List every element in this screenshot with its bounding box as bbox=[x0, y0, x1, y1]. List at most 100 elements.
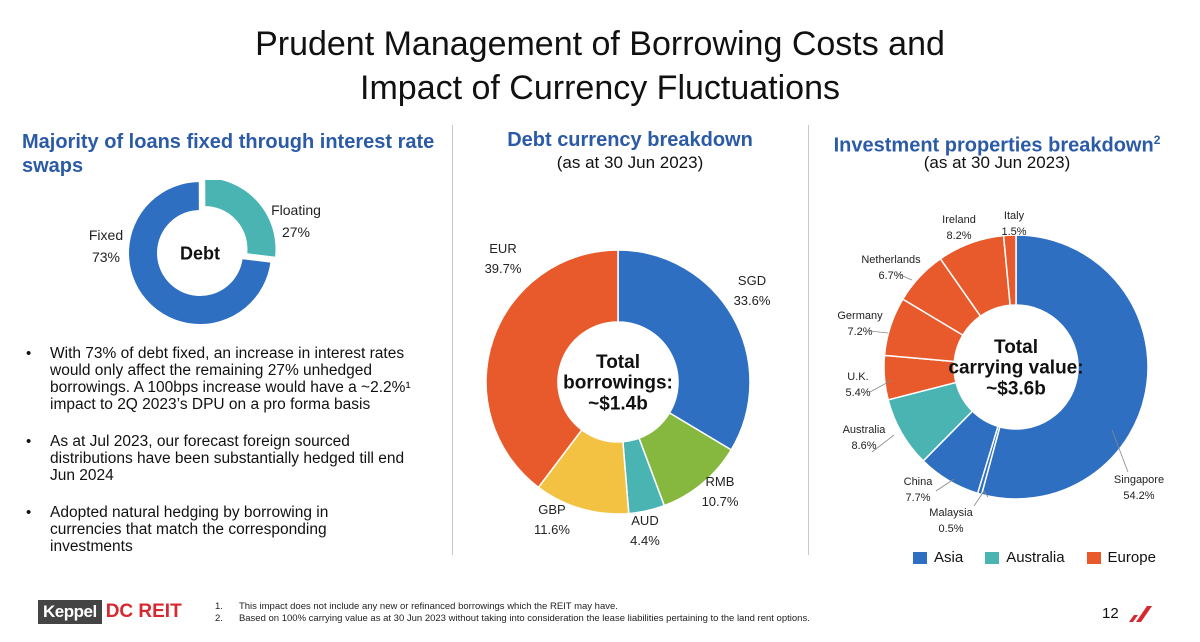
leader-line-australia bbox=[871, 434, 895, 453]
slice-label-fixed: Fixed bbox=[89, 227, 123, 243]
footnote-text: Based on 100% carrying value as at 30 Ju… bbox=[238, 613, 810, 624]
bullet-item: As at Jul 2023, our forecast foreign sou… bbox=[22, 433, 442, 484]
center-label-line: Total bbox=[994, 337, 1038, 358]
slice-label-ireland: Ireland bbox=[942, 214, 976, 226]
slice-label-netherlands: Netherlands bbox=[861, 254, 921, 266]
slide-title: Prudent Management of Borrowing Costs an… bbox=[0, 22, 1200, 110]
slice-value-gbp: 11.6% bbox=[534, 522, 570, 537]
logo-keppel: Keppel bbox=[38, 600, 102, 624]
slice-value-fixed: 73% bbox=[92, 249, 120, 265]
legend-label-europe: Europe bbox=[1107, 549, 1156, 566]
slice-fixed bbox=[127, 180, 273, 326]
bullet-list: With 73% of debt fixed, an increase in i… bbox=[22, 345, 442, 575]
bullet-line: With 73% of debt fixed, an increase in i… bbox=[50, 345, 405, 362]
center-label-line: ~$3.6b bbox=[986, 379, 1046, 400]
slice-value-singapore: 54.2% bbox=[1123, 490, 1154, 502]
legend-item-europe: Europe bbox=[1086, 549, 1156, 566]
legend-swatch-australia bbox=[985, 551, 1000, 564]
legend-label-asia: Asia bbox=[934, 549, 964, 566]
slice-label-aud: AUD bbox=[631, 513, 658, 528]
slice-label-floating: Floating bbox=[271, 202, 321, 218]
slice-label-malaysia: Malaysia bbox=[929, 507, 973, 519]
page-number: 12 bbox=[1102, 605, 1119, 622]
center-label-line: Total bbox=[596, 352, 640, 373]
bullet-line: distributions have been substantially he… bbox=[50, 450, 405, 467]
column-divider-left bbox=[452, 125, 453, 555]
legend-label-australia: Australia bbox=[1006, 549, 1065, 566]
leader-line-u-k bbox=[869, 379, 893, 393]
debt-fixed-floating-donut: Fixed 73% Floating 27% Debt bbox=[89, 180, 321, 326]
right-heading-text: Investment properties breakdown bbox=[833, 134, 1154, 157]
right-subheading: (as at 30 Jun 2023) bbox=[923, 153, 1071, 172]
slice-value-eur: 39.7% bbox=[485, 261, 522, 276]
slice-sgd bbox=[617, 249, 751, 451]
slice-eur bbox=[485, 249, 619, 489]
slice-label-singapore: Singapore bbox=[1114, 474, 1164, 486]
leader-line-netherlands bbox=[895, 272, 913, 281]
slice-value-malaysia: 0.5% bbox=[938, 523, 963, 535]
legend-item-asia: Asia bbox=[913, 549, 963, 566]
footnote: 1. This impact does not include any new … bbox=[215, 601, 810, 613]
bullet-line: As at Jul 2023, our forecast foreign sou… bbox=[50, 433, 350, 450]
slice-value-italy: 1.5% bbox=[1001, 226, 1026, 238]
footnotes: 1. This impact does not include any new … bbox=[215, 601, 810, 625]
bullet-item: Adopted natural hedging by borrowing in … bbox=[22, 504, 442, 555]
bullet-line: Adopted natural hedging by borrowing in bbox=[50, 504, 329, 521]
slide-title-line-2: Impact of Currency Fluctuations bbox=[360, 69, 840, 107]
middle-heading: Debt currency breakdown bbox=[507, 129, 753, 151]
slice-label-u-k: U.K. bbox=[847, 371, 868, 383]
slice-value-aud: 4.4% bbox=[630, 533, 660, 548]
debt-currency-donut: SGD 33.6% RMB 10.7% AUD 4.4% GBP 11.6% EUR 39.7% T… bbox=[485, 241, 771, 548]
bullet-line: Jun 2024 bbox=[50, 467, 114, 484]
leader-line-china bbox=[935, 478, 955, 492]
slide-title-line-1: Prudent Management of Borrowing Costs an… bbox=[255, 25, 945, 63]
slice-singapore bbox=[980, 234, 1149, 500]
brand-slash-icon bbox=[1129, 606, 1152, 622]
slice-floating bbox=[203, 180, 278, 259]
slice-label-australia: Australia bbox=[843, 424, 887, 436]
footnote-text: This impact does not include any new or … bbox=[238, 601, 618, 612]
slice-value-netherlands: 6.7% bbox=[878, 270, 903, 282]
right-heading: Investment properties breakdown2 bbox=[812, 128, 1182, 158]
middle-subheading: (as at 30 Jun 2023) bbox=[556, 153, 704, 172]
slice-value-germany: 7.2% bbox=[847, 326, 872, 338]
slice-value-rmb: 10.7% bbox=[702, 494, 739, 509]
bullet-line: borrowings. A 100bps increase would have… bbox=[50, 379, 411, 396]
left-heading: Majority of loans fixed through interest… bbox=[22, 130, 452, 178]
slice-value-ireland: 8.2% bbox=[946, 230, 971, 242]
slice-label-sgd: SGD bbox=[738, 273, 766, 288]
keppel-dc-reit-logo: Keppel DC REIT bbox=[38, 600, 182, 624]
bullet-item: With 73% of debt fixed, an increase in i… bbox=[22, 345, 442, 413]
legend-swatch-europe bbox=[1086, 551, 1101, 564]
footnote-number: 2. bbox=[215, 613, 223, 624]
slice-italy bbox=[1002, 234, 1017, 307]
slice-label-eur: EUR bbox=[489, 241, 516, 256]
slice-label-rmb: RMB bbox=[706, 474, 735, 489]
bullet-line: currencies that match the corresponding bbox=[50, 521, 327, 538]
left-heading-line-2: swaps bbox=[22, 155, 84, 177]
slice-label-germany: Germany bbox=[837, 310, 883, 322]
leader-line-malaysia bbox=[973, 490, 989, 507]
left-heading-line-1: Majority of loans fixed through interest… bbox=[22, 131, 435, 153]
right-heading-footnote: 2 bbox=[1153, 133, 1161, 147]
bullet-line: impact to 2Q 2023’s DPU on a pro forma b… bbox=[50, 396, 371, 413]
slice-value-u-k: 5.4% bbox=[845, 387, 870, 399]
legend: Asia Australia Europe bbox=[913, 549, 1156, 566]
bullet-line: would only affect the remaining 27% unhe… bbox=[50, 362, 372, 379]
slice-label-italy: Italy bbox=[1004, 210, 1025, 222]
leader-line-germany bbox=[869, 330, 889, 334]
investment-properties-donut: Singapore 54.2% Malaysia 0.5% China 7.7% Austr… bbox=[837, 210, 1164, 535]
center-label-line: Debt bbox=[180, 243, 220, 263]
bullet-line: investments bbox=[50, 538, 133, 555]
center-label-line: borrowings: bbox=[563, 373, 673, 394]
center-label-line: ~$1.4b bbox=[588, 394, 648, 415]
slice-value-china: 7.7% bbox=[905, 492, 930, 504]
legend-swatch-asia bbox=[913, 551, 927, 564]
slice-value-floating: 27% bbox=[282, 224, 310, 240]
column-divider-right bbox=[808, 125, 809, 555]
slice-label-china: China bbox=[904, 476, 934, 488]
slice-label-gbp: GBP bbox=[538, 502, 565, 517]
legend-item-australia: Australia bbox=[985, 549, 1065, 566]
slice-value-australia: 8.6% bbox=[851, 440, 876, 452]
leader-line-singapore bbox=[1111, 429, 1129, 473]
